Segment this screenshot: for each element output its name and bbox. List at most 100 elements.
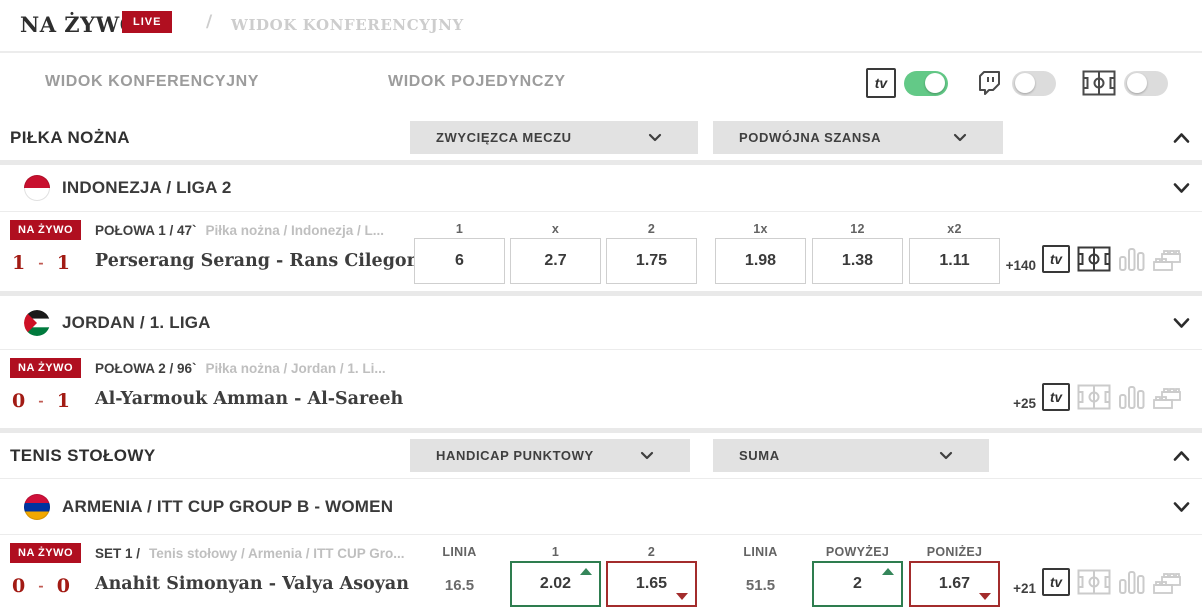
match-row-indonesia: NA ŻYWO POŁOWA 1 / 47` Piłka nożna / Ind… xyxy=(0,212,1202,291)
match-score: 1 - 1 xyxy=(12,252,70,274)
dropdown-label: HANDICAP PUNKTOWY xyxy=(436,448,594,463)
toggle-knob xyxy=(925,73,945,93)
pitch-tracker-icon xyxy=(1082,70,1116,96)
score-home: 1 xyxy=(12,252,26,274)
match-row-armenia: NA ŻYWO SET 1 / Tenis stołowy / Armenia … xyxy=(0,535,1202,614)
twitch-icon xyxy=(974,68,1004,98)
dropdown-label: ZWYCIĘZCA MECZU xyxy=(436,130,572,145)
tab-conference-view[interactable]: WIDOK KONFERENCYJNY xyxy=(45,73,260,90)
more-markets-button[interactable]: +140 xyxy=(1005,258,1036,273)
odds-column-label: 2 xyxy=(647,545,656,559)
armenia-flag-icon xyxy=(24,493,50,520)
match-teams-link[interactable]: Al-Yarmouk Amman - Al-Sareeh xyxy=(95,389,404,409)
match-breadcrumb: Piłka nożna / Indonezja / L... xyxy=(205,223,385,238)
match-breadcrumb: Tenis stołowy / Armenia / ITT CUP Gro... xyxy=(149,546,405,561)
tv-icon[interactable]: tv xyxy=(1042,245,1070,273)
pitch-tracker-toggle[interactable] xyxy=(1124,70,1168,96)
odds-button[interactable]: 2 xyxy=(812,561,903,607)
bet-builder-icon[interactable] xyxy=(1151,246,1183,272)
odds-button[interactable]: 1.11 xyxy=(909,238,1000,284)
odds-button[interactable]: 2.02 xyxy=(510,561,601,607)
more-markets-button[interactable]: +25 xyxy=(1013,396,1036,411)
top-bar: NA ŻYWO LIVE / WIDOK KONFERENCYJNY xyxy=(0,0,1202,53)
collapse-league-chevron-down-icon[interactable] xyxy=(1173,317,1190,328)
score-away: 0 xyxy=(56,575,70,597)
bet-builder-icon[interactable] xyxy=(1151,384,1183,410)
match-teams-link[interactable]: Anahit Simonyan - Valya Asoyan xyxy=(95,574,409,594)
odds-button[interactable]: 6 xyxy=(414,238,505,284)
sport-header-football: PIŁKA NOŻNA ZWYCIĘZCA MECZU PODWÓJNA SZA… xyxy=(0,115,1202,160)
statistics-icon[interactable] xyxy=(1118,384,1146,410)
league-title: ARMENIA / ITT CUP GROUP B - WOMEN xyxy=(62,496,394,516)
breadcrumb-current-view: WIDOK KONFERENCYJNY xyxy=(231,16,464,34)
separator xyxy=(0,428,1202,433)
separator xyxy=(0,291,1202,296)
market-dropdown-double-chance[interactable]: PODWÓJNA SZANSA xyxy=(713,121,1003,154)
odds-button[interactable]: 1.38 xyxy=(812,238,903,284)
jordan-flag-icon xyxy=(24,309,50,336)
odds-down-arrow-icon xyxy=(979,593,991,600)
pitch-tracker-icon[interactable] xyxy=(1077,246,1111,272)
market-dropdown-point-handicap[interactable]: HANDICAP PUNKTOWY xyxy=(410,439,690,472)
collapse-league-chevron-down-icon[interactable] xyxy=(1173,501,1190,512)
bet-builder-icon[interactable] xyxy=(1151,569,1183,595)
statistics-icon[interactable] xyxy=(1118,569,1146,595)
match-row-jordan: NA ŻYWO POŁOWA 2 / 96` Piłka nożna / Jor… xyxy=(0,350,1202,428)
sport-title: PIŁKA NOŻNA xyxy=(10,127,130,147)
score-away: 1 xyxy=(56,390,70,412)
toggle-knob xyxy=(1127,73,1147,93)
market-dropdown-total[interactable]: SUMA xyxy=(713,439,989,472)
odds-up-arrow-icon xyxy=(882,568,894,575)
match-breadcrumb: Piłka nożna / Jordan / 1. Li... xyxy=(205,361,386,376)
odds-column-label: 2 xyxy=(647,222,656,236)
odds-button[interactable]: 2.7 xyxy=(510,238,601,284)
odds-up-arrow-icon xyxy=(580,568,592,575)
odds-button[interactable]: 1.98 xyxy=(715,238,806,284)
view-tabs-bar: WIDOK KONFERENCYJNY WIDOK POJEDYNCZY tv xyxy=(0,53,1202,115)
score-separator: - xyxy=(38,393,44,409)
odds-column-label: 1 xyxy=(551,545,560,559)
market-dropdown-match-winner[interactable]: ZWYCIĘZCA MECZU xyxy=(410,121,698,154)
odds-column-label: x2 xyxy=(947,222,962,236)
odds-button[interactable]: 1.75 xyxy=(606,238,697,284)
odds-value: 1.67 xyxy=(938,575,971,592)
tv-icon[interactable]: tv xyxy=(1042,383,1070,411)
tv-icon[interactable]: tv xyxy=(1042,568,1070,596)
statistics-icon[interactable] xyxy=(1118,246,1146,272)
score-separator: - xyxy=(38,255,44,271)
twitch-toggle[interactable] xyxy=(1012,70,1056,96)
odds-button[interactable]: 1.65 xyxy=(606,561,697,607)
collapse-football-chevron-up-icon[interactable] xyxy=(1173,132,1190,143)
handicap-line-value: 16.5 xyxy=(444,577,475,594)
live-badge: NA ŻYWO xyxy=(10,220,82,240)
match-period: POŁOWA 2 / 96` xyxy=(95,361,197,376)
pitch-tracker-icon[interactable] xyxy=(1077,384,1111,410)
sport-header-table-tennis: TENIS STOŁOWY HANDICAP PUNKTOWY SUMA xyxy=(0,433,1202,478)
chevron-down-icon xyxy=(640,448,654,463)
tab-single-view[interactable]: WIDOK POJEDYNCZY xyxy=(388,73,566,90)
odds-column-label: x xyxy=(551,222,560,236)
collapse-table-tennis-chevron-up-icon[interactable] xyxy=(1173,450,1190,461)
separator xyxy=(0,160,1202,165)
odds-button[interactable]: 1.67 xyxy=(909,561,1000,607)
odds-column-label: 1 xyxy=(455,222,464,236)
live-badge: NA ŻYWO xyxy=(10,358,82,378)
toggle-knob xyxy=(1015,73,1035,93)
live-badge: LIVE xyxy=(122,11,173,33)
league-title: JORDAN / 1. LIGA xyxy=(62,312,211,332)
page-title: NA ŻYWO xyxy=(20,12,139,37)
tv-icon: tv xyxy=(866,68,896,98)
odds-down-arrow-icon xyxy=(676,593,688,600)
match-teams-link[interactable]: Perserang Serang - Rans Cilegon FC xyxy=(95,251,452,271)
odds-column-label: 1x xyxy=(753,222,768,236)
breadcrumb-divider: / xyxy=(206,12,213,32)
collapse-league-chevron-down-icon[interactable] xyxy=(1173,183,1190,194)
match-score: 0 - 0 xyxy=(12,575,70,597)
pitch-tracker-icon[interactable] xyxy=(1077,569,1111,595)
tv-toggle[interactable] xyxy=(904,70,948,96)
more-markets-button[interactable]: +21 xyxy=(1013,581,1036,596)
line-column-label: LINIA xyxy=(442,545,477,559)
dropdown-label: SUMA xyxy=(739,448,780,463)
odds-column-label: POWYŻEJ xyxy=(825,545,890,559)
